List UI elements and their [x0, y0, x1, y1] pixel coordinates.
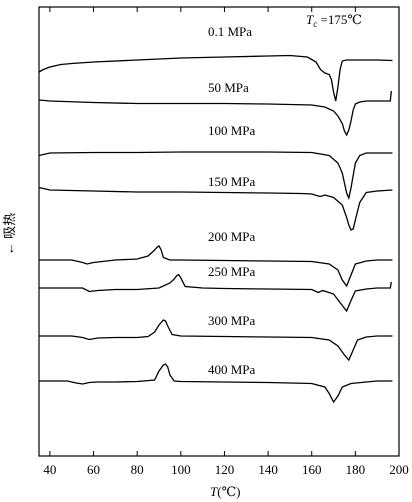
plot-frame — [38, 6, 400, 457]
series-labels: 0.1 MPa 50 MPa 100 MPa 150 MPa 200 MPa 250 MP… — [208, 24, 256, 377]
x-tick-label: 160 — [302, 462, 322, 477]
x-tick-label: 60 — [87, 462, 100, 477]
series-label: 150 MPa — [208, 174, 256, 189]
x-tick-label: 120 — [215, 462, 235, 477]
series-line-0-1-mpa — [38, 54, 393, 102]
series-label: 200 MPa — [208, 229, 256, 244]
series-label: 300 MPa — [208, 313, 256, 328]
y-axis-label: ← 吸热 — [2, 213, 17, 255]
x-tick-label: 200 — [389, 462, 409, 477]
x-tick-label: 80 — [131, 462, 144, 477]
series-label: 50 MPa — [208, 80, 249, 95]
x-axis-ticks: 40 60 80 100 120 140 160 180 200 — [43, 7, 409, 477]
series-label: 100 MPa — [208, 123, 256, 138]
x-tick-label: 140 — [258, 462, 278, 477]
x-tick-label: 180 — [346, 462, 366, 477]
series-line-50-mpa — [38, 90, 393, 137]
x-tick-label: 40 — [43, 462, 56, 477]
x-tick-label: 100 — [171, 462, 191, 477]
series-line-300-mpa — [39, 319, 393, 362]
series-label: 250 MPa — [208, 264, 256, 279]
tc-annotation: Tc =175℃ — [306, 12, 362, 29]
series-line-150-mpa — [38, 186, 393, 231]
x-axis-label: T(℃) — [210, 484, 240, 499]
series-label: 400 MPa — [208, 362, 256, 377]
series-line-100-mpa — [38, 151, 393, 201]
series-line-250-mpa — [39, 273, 392, 313]
series-line-400-mpa — [39, 363, 393, 404]
series-line-200-mpa — [39, 245, 393, 288]
series-label: 0.1 MPa — [208, 24, 252, 39]
series-curves — [38, 54, 393, 404]
